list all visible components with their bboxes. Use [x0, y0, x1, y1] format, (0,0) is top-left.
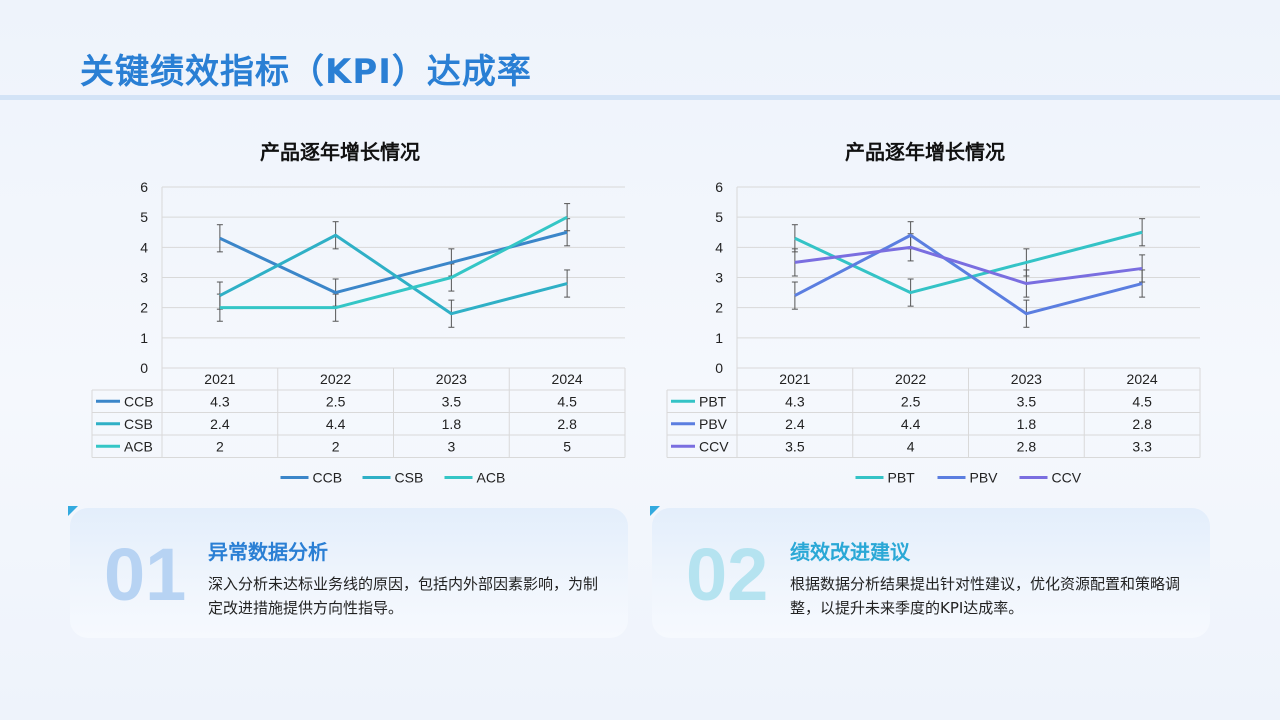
- data-label: 4.5: [557, 393, 577, 409]
- data-label: 4.4: [326, 416, 346, 432]
- series-line-pbv: [794, 233, 1143, 316]
- y-tick-label: 1: [140, 330, 148, 346]
- table-series-name: CSB: [124, 416, 153, 432]
- y-tick-label: 2: [715, 300, 723, 316]
- slide-title: 关键绩效指标（KPI）达成率: [80, 52, 532, 92]
- data-label: 3.5: [442, 393, 462, 409]
- y-tick-label: 4: [140, 239, 148, 255]
- table-series-name: ACB: [124, 438, 153, 454]
- legend-label: CSB: [395, 470, 424, 486]
- x-tick-label: 2023: [1011, 371, 1042, 387]
- card-number: 01: [104, 533, 187, 616]
- data-label: 2: [332, 438, 340, 454]
- legend-label: CCV: [1052, 470, 1082, 486]
- legend-item-ccb: CCB: [280, 470, 343, 486]
- data-label: 2.5: [901, 393, 921, 409]
- table-series-name: PBT: [699, 393, 727, 409]
- data-label: 4: [907, 438, 915, 454]
- data-label: 3: [447, 438, 455, 454]
- legend-label: PBV: [970, 470, 999, 486]
- table-series-name: CCB: [124, 393, 154, 409]
- chart-title-right: 产品逐年增长情况: [845, 140, 1005, 164]
- chart-title-left: 产品逐年增长情况: [260, 140, 420, 164]
- y-tick-label: 3: [715, 270, 723, 286]
- line-chart-right: 0 1 2 3 4 5 6 2021 2022 2023 2024 PBT 4.3 2.5 3.5 4.5 PB…: [666, 179, 1201, 486]
- card-description: 根据数据分析结果提出针对性建议，优化资源配置和策略调整，以提升未来季度的KPI达…: [790, 575, 1181, 617]
- data-label: 2.4: [785, 416, 805, 432]
- data-label: 4.5: [1132, 393, 1152, 409]
- data-label: 2.5: [326, 393, 346, 409]
- card-corner-accent: [68, 506, 78, 516]
- data-label: 3.5: [1017, 393, 1037, 409]
- data-label: 2.8: [1017, 438, 1037, 454]
- x-tick-label: 2024: [552, 371, 583, 387]
- x-tick-label: 2023: [436, 371, 467, 387]
- series-line-ccv: [794, 245, 1143, 286]
- y-tick-label: 1: [715, 330, 723, 346]
- legend-item-pbt: PBT: [855, 470, 916, 486]
- legend-item-acb: ACB: [444, 470, 506, 486]
- y-tick-label: 2: [140, 300, 148, 316]
- series-line-ccb: [219, 230, 568, 295]
- card-anomaly-analysis: 01 异常数据分析 深入分析未达标业务线的原因，包括内外部因素影响，为制定改进措…: [68, 506, 628, 638]
- y-tick-label: 3: [140, 270, 148, 286]
- data-label: 5: [563, 438, 571, 454]
- error-bar: [216, 224, 223, 253]
- y-tick-label: 5: [140, 209, 148, 225]
- series-line-csb: [219, 233, 568, 316]
- data-label: 2.8: [557, 416, 577, 432]
- x-tick-label: 2022: [895, 371, 926, 387]
- x-tick-label: 2021: [204, 371, 235, 387]
- y-tick-label: 6: [715, 179, 723, 195]
- card-heading: 绩效改进建议: [790, 540, 910, 564]
- legend-label: CCB: [313, 470, 343, 486]
- data-label: 1.8: [442, 416, 462, 432]
- card-corner-accent: [650, 506, 660, 516]
- y-tick-label: 6: [140, 179, 148, 195]
- data-label: 1.8: [1017, 416, 1037, 432]
- y-tick-label: 0: [715, 360, 723, 376]
- x-tick-label: 2024: [1127, 371, 1158, 387]
- error-bar: [791, 248, 798, 277]
- legend-label: PBT: [888, 470, 916, 486]
- card-heading: 异常数据分析: [208, 540, 328, 564]
- card-description: 深入分析未达标业务线的原因，包括内外部因素影响，为制定改进措施提供方向性指导。: [208, 575, 599, 617]
- data-label: 4.3: [210, 393, 230, 409]
- data-label: 2.4: [210, 416, 230, 432]
- series-line-pbt: [794, 230, 1143, 295]
- error-bar: [564, 269, 571, 298]
- data-label: 2: [216, 438, 224, 454]
- error-bar: [564, 203, 571, 232]
- data-label: 4.3: [785, 393, 805, 409]
- legend-item-csb: CSB: [362, 470, 424, 486]
- card-number: 02: [686, 533, 769, 616]
- data-label: 3.3: [1132, 438, 1152, 454]
- x-tick-label: 2021: [779, 371, 810, 387]
- y-tick-label: 4: [715, 239, 723, 255]
- table-series-name: CCV: [699, 438, 729, 454]
- card-improvement-suggestions: 02 绩效改进建议 根据数据分析结果提出针对性建议，优化资源配置和策略调整，以提…: [650, 506, 1210, 638]
- y-tick-label: 0: [140, 360, 148, 376]
- y-tick-label: 5: [715, 209, 723, 225]
- data-label: 2.8: [1132, 416, 1152, 432]
- data-label: 3.5: [785, 438, 805, 454]
- table-series-name: PBV: [699, 416, 728, 432]
- data-label: 4.4: [901, 416, 921, 432]
- title-divider: [0, 95, 1280, 100]
- line-chart-left: 0 1 2 3 4 5 6 2021 2022 2023 2024 CCB 4.3 2.5 3.5 4.5 CS…: [91, 179, 626, 486]
- series-line-acb: [219, 215, 568, 310]
- legend-label: ACB: [477, 470, 506, 486]
- legend-item-ccv: CCV: [1019, 470, 1082, 486]
- x-tick-label: 2022: [320, 371, 351, 387]
- error-bar: [791, 281, 798, 310]
- legend-item-pbv: PBV: [937, 470, 999, 486]
